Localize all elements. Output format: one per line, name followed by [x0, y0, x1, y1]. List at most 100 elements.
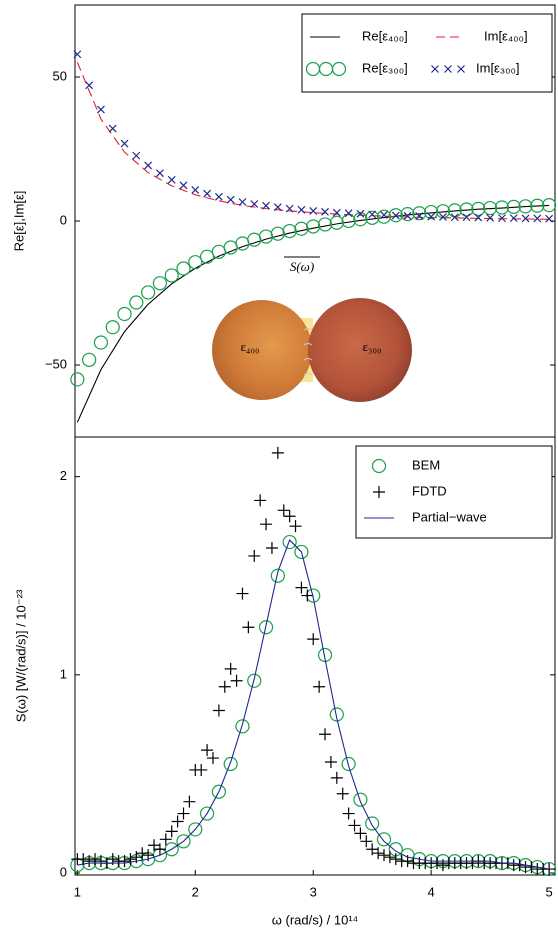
data-point: [230, 674, 243, 687]
x-tick-label: 3: [310, 884, 317, 899]
data-point: [93, 335, 109, 350]
data-point: [483, 200, 498, 216]
flux-lines: [303, 328, 313, 376]
data-point: [132, 151, 141, 160]
data-point: [167, 175, 176, 184]
data-point: [282, 223, 297, 239]
data-point: [365, 816, 380, 831]
data-point: [289, 520, 302, 533]
data-point: [306, 219, 321, 234]
legend-label: FDTD: [412, 483, 447, 498]
data-point: [509, 214, 518, 223]
data-point: [424, 204, 439, 220]
data-point: [105, 320, 120, 335]
data-point: [73, 50, 82, 59]
data-point: [319, 728, 332, 741]
data-point: [360, 835, 373, 848]
data-point: [330, 771, 343, 784]
data-point: [388, 208, 403, 223]
data-point: [368, 210, 377, 219]
data-point: [108, 124, 117, 133]
data-point: [77, 853, 90, 866]
legend-box: [301, 13, 553, 93]
sphere-left: [212, 300, 312, 400]
data-point: [270, 226, 285, 241]
data-point: [356, 209, 365, 218]
legend-label: Re[ε₃₀₀]: [362, 60, 408, 75]
series-line: [76, 62, 550, 220]
data-point: [282, 534, 297, 550]
data-point: [129, 295, 144, 310]
plot-area: [70, 50, 557, 423]
data-point: [427, 212, 436, 221]
data-point: [83, 855, 96, 868]
data-point: [389, 853, 402, 866]
data-point: [321, 207, 329, 216]
data-point: [235, 236, 250, 251]
data-point: [403, 211, 412, 220]
data-point: [199, 249, 215, 264]
data-point: [412, 206, 427, 221]
data-point: [188, 255, 203, 270]
data-point: [294, 544, 309, 560]
data-point: [466, 857, 479, 870]
data-point: [450, 213, 459, 222]
x-tick-label: 1: [74, 884, 81, 899]
data-point: [341, 213, 356, 229]
data-point: [542, 198, 557, 213]
data-point: [383, 851, 396, 864]
data-point: [258, 620, 274, 635]
data-point: [201, 744, 214, 757]
legend-label: Re[ε₄₀₀]: [362, 28, 408, 43]
data-point: [165, 825, 178, 838]
y-tick-label: 0: [60, 212, 67, 227]
data-point: [176, 834, 191, 849]
data-point: [212, 704, 225, 717]
data-point: [199, 806, 215, 821]
y-tick-label: −50: [45, 356, 67, 371]
data-point: [431, 857, 444, 870]
flux-label: S(ω): [290, 259, 314, 274]
data-point: [254, 494, 267, 507]
legend-swatch: [373, 486, 385, 498]
data-point: [530, 198, 545, 213]
data-point: [124, 853, 137, 866]
data-point: [459, 202, 474, 217]
plot-area: [70, 446, 557, 877]
data-point: [380, 211, 388, 219]
legend-label: Im[ε₃₀₀]: [476, 60, 520, 75]
data-point: [344, 209, 353, 218]
data-point: [415, 212, 424, 221]
data-point: [376, 832, 392, 847]
y-tick-label: 0: [60, 864, 67, 879]
data-point: [301, 589, 314, 602]
right-label: ε₃₀₀: [362, 339, 381, 354]
data-point: [376, 209, 392, 224]
data-point: [262, 201, 270, 210]
data-point: [258, 229, 274, 244]
data-point: [118, 855, 131, 868]
data-point: [342, 807, 355, 820]
data-point: [518, 199, 533, 214]
data-point: [242, 621, 255, 634]
data-point: [400, 206, 415, 222]
data-point: [176, 261, 191, 276]
data-point: [354, 827, 367, 840]
data-point: [372, 847, 385, 860]
data-point: [307, 633, 320, 646]
sphere-right: [308, 298, 412, 402]
data-point: [341, 756, 356, 772]
data-point: [247, 673, 262, 688]
series-line: [77, 539, 550, 870]
data-point: [313, 680, 326, 693]
inset: S(ω) ε₄₀₀ ε₃₀₀: [212, 256, 412, 402]
data-point: [224, 662, 237, 675]
data-point: [236, 587, 249, 600]
data-point: [474, 213, 483, 222]
data-point: [521, 214, 530, 223]
data-point: [223, 756, 238, 772]
data-point: [271, 446, 284, 459]
data-point: [439, 213, 447, 221]
data-point: [353, 212, 368, 227]
